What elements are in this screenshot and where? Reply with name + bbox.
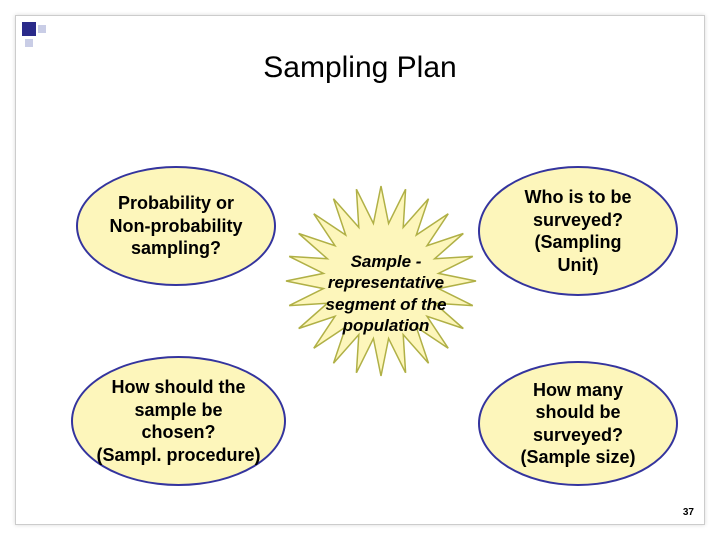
slide-frame: Sampling Plan Probability orNon-probabil… xyxy=(15,15,705,525)
slide-number: 37 xyxy=(683,507,694,518)
ellipse-probability-text: Probability orNon-probabilitysampling? xyxy=(110,192,243,260)
ellipse-sampling-unit: Who is to besurveyed?(SamplingUnit) xyxy=(478,166,678,296)
slide-title: Sampling Plan xyxy=(16,51,704,85)
ellipse-sampling-procedure-text: How should thesample bechosen?(Sampl. pr… xyxy=(96,376,260,466)
ellipse-sample-size-text: How manyshould besurveyed?(Sample size) xyxy=(520,379,635,469)
center-definition-text: Sample - representative segment of the p… xyxy=(306,251,466,336)
ellipse-sampling-unit-text: Who is to besurveyed?(SamplingUnit) xyxy=(525,186,632,276)
ellipse-sampling-procedure: How should thesample bechosen?(Sampl. pr… xyxy=(71,356,286,486)
ellipse-sample-size: How manyshould besurveyed?(Sample size) xyxy=(478,361,678,486)
ellipse-probability: Probability orNon-probabilitysampling? xyxy=(76,166,276,286)
center-word-sample: Sample xyxy=(351,252,411,271)
